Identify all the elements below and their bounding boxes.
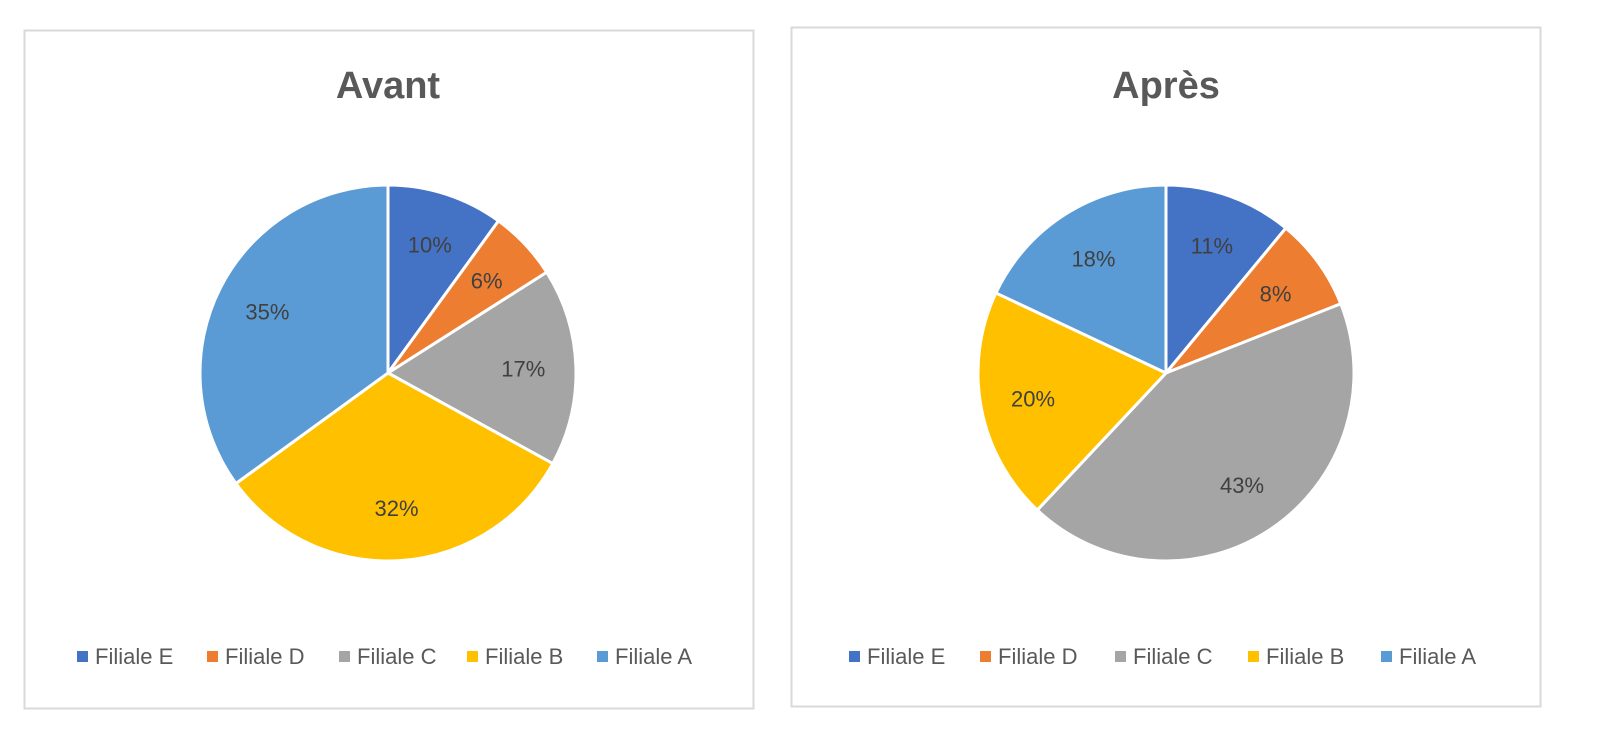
- pie-slice-filiale-b: [234, 371, 555, 563]
- legend-swatch: [980, 651, 991, 662]
- data-label: 6%: [471, 268, 503, 293]
- legend-swatch: [467, 651, 478, 662]
- data-label: 43%: [1220, 473, 1264, 498]
- pie-slice-filiale-d: [1164, 226, 1343, 375]
- legend-label: Filiale D: [998, 644, 1077, 669]
- pie-slice-filiale-e: [386, 183, 501, 375]
- legend-swatch: [597, 651, 608, 662]
- chart-title: Avant: [336, 65, 441, 107]
- legend-swatch: [1248, 651, 1259, 662]
- pie-slice-filiale-a: [198, 183, 390, 486]
- pie-slice-filiale-c: [386, 270, 578, 466]
- legend-label: Filiale B: [485, 644, 563, 669]
- legend-swatch: [339, 651, 350, 662]
- pie-slice-filiale-c: [1035, 302, 1356, 563]
- legend-label: Filiale E: [867, 644, 945, 669]
- chart-title: Après: [1112, 65, 1220, 107]
- legend-swatch: [849, 651, 860, 662]
- legend-label: Filiale C: [1133, 644, 1213, 669]
- data-label: 32%: [374, 496, 418, 521]
- data-label: 20%: [1011, 386, 1055, 411]
- data-label: 17%: [501, 357, 545, 382]
- legend-label: Filiale B: [1266, 644, 1344, 669]
- legend-swatch: [207, 651, 218, 662]
- pie-slice-filiale-b: [976, 291, 1168, 512]
- pie-slice-filiale-a: [994, 183, 1168, 375]
- data-label: 8%: [1260, 281, 1292, 306]
- legend-label: Filiale A: [1399, 644, 1476, 669]
- legend-label: Filiale E: [95, 644, 173, 669]
- legend: Filiale E Filiale D Filiale C Filiale B Fili…: [77, 644, 692, 669]
- legend-swatch: [1115, 651, 1126, 662]
- pie-slice-filiale-e: [1164, 183, 1288, 375]
- legend-label: Filiale D: [225, 644, 304, 669]
- legend-label: Filiale A: [615, 644, 692, 669]
- legend-label: Filiale C: [357, 644, 437, 669]
- data-label: 10%: [408, 232, 452, 257]
- data-label: 18%: [1071, 247, 1115, 272]
- legend-swatch: [77, 651, 88, 662]
- data-label: 35%: [245, 300, 289, 325]
- legend: Filiale E Filiale D Filiale C Filiale B Fili…: [849, 644, 1476, 669]
- legend-swatch: [1381, 651, 1392, 662]
- data-label: 11%: [1191, 234, 1233, 259]
